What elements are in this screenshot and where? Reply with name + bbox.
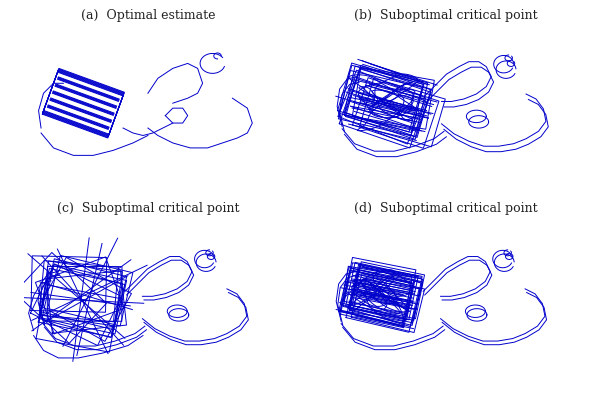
Title: (c)  Suboptimal critical point: (c) Suboptimal critical point bbox=[56, 202, 239, 215]
Title: (d)  Suboptimal critical point: (d) Suboptimal critical point bbox=[354, 202, 538, 215]
Title: (a)  Optimal estimate: (a) Optimal estimate bbox=[81, 9, 215, 22]
Title: (b)  Suboptimal critical point: (b) Suboptimal critical point bbox=[354, 9, 538, 22]
